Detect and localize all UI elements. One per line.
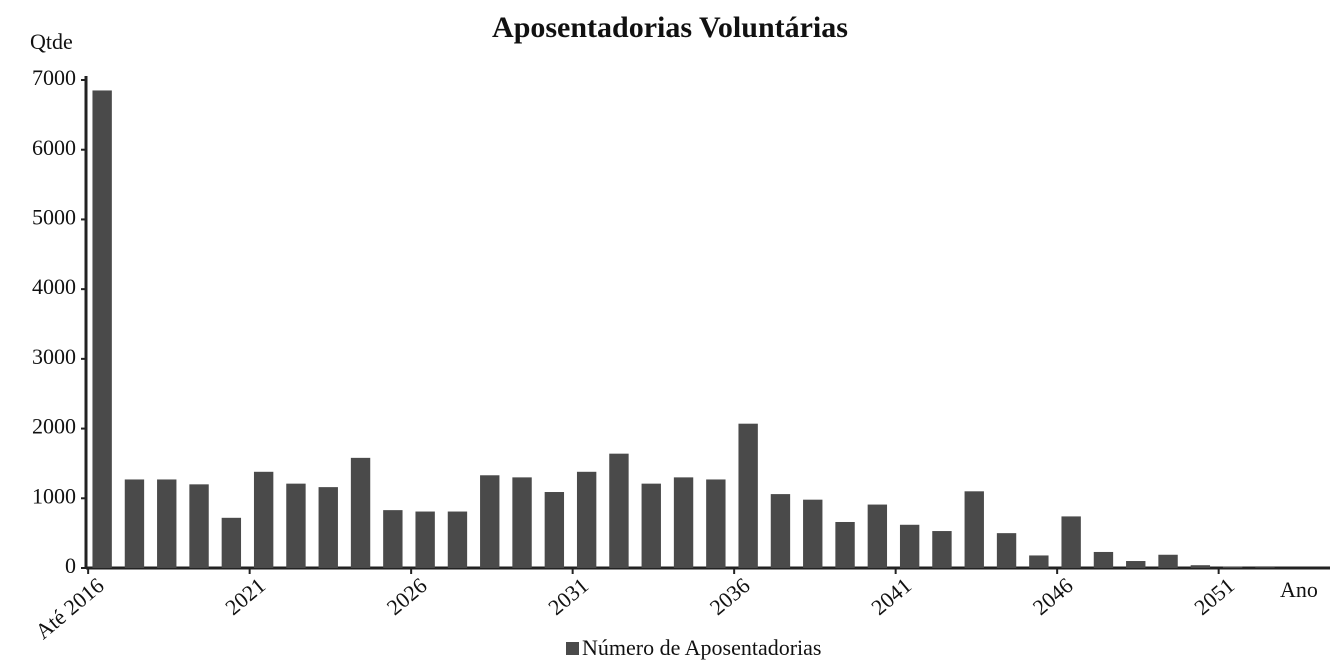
bar [996,533,1017,568]
bar [383,510,403,568]
bar [480,475,500,568]
bar [1255,567,1275,568]
bar [221,517,242,568]
x-tick-label: 2031 [543,573,593,620]
bar [318,487,338,568]
bar [189,484,209,568]
bar [738,423,758,568]
bar [899,524,920,568]
x-tick-label: 2041 [866,573,916,620]
bar [512,477,532,568]
bar [867,504,888,568]
x-tick-label: 2021 [220,573,270,620]
bar [673,477,694,568]
bar [124,479,145,568]
bar [253,471,274,568]
bar [964,491,984,568]
bar [286,483,306,568]
bar [770,494,791,568]
y-tick-label: 1000 [32,483,76,508]
x-tick-label: 2036 [705,573,755,620]
bar [1190,565,1211,568]
bar [932,531,952,568]
y-tick-label: 7000 [32,65,76,90]
x-axis-label: Ano [1280,577,1318,602]
bar [350,457,371,568]
y-tick-label: 5000 [32,204,76,229]
legend-swatch [566,642,579,655]
y-tick-label: 3000 [32,344,76,369]
bar [1029,555,1049,568]
bar [415,511,435,568]
bar [1093,551,1114,568]
bar [835,521,855,568]
bar [1222,566,1243,568]
bar [641,483,661,568]
y-tick-label: 0 [65,553,76,578]
bar [157,479,177,568]
y-tick-label: 2000 [32,414,76,439]
x-tick-label: 2026 [382,573,432,620]
bar [803,499,823,568]
bar [1158,554,1178,568]
bar [447,511,468,568]
bar [92,90,112,568]
bar [609,453,629,568]
x-tick-label: 2046 [1028,573,1078,620]
y-tick-label: 6000 [32,135,76,160]
bar [576,471,597,568]
bar [1126,561,1146,568]
x-tick-label: 2051 [1189,573,1239,620]
legend-label: Número de Aposentadorias [582,635,822,660]
x-tick-label: Até 2016 [30,573,108,644]
y-axis-label: Qtde [30,29,73,54]
chart-title: Aposentadorias Voluntárias [492,11,848,44]
y-tick-label: 4000 [32,274,76,299]
bar [1061,516,1081,568]
bar [706,479,726,568]
bar [544,492,565,568]
